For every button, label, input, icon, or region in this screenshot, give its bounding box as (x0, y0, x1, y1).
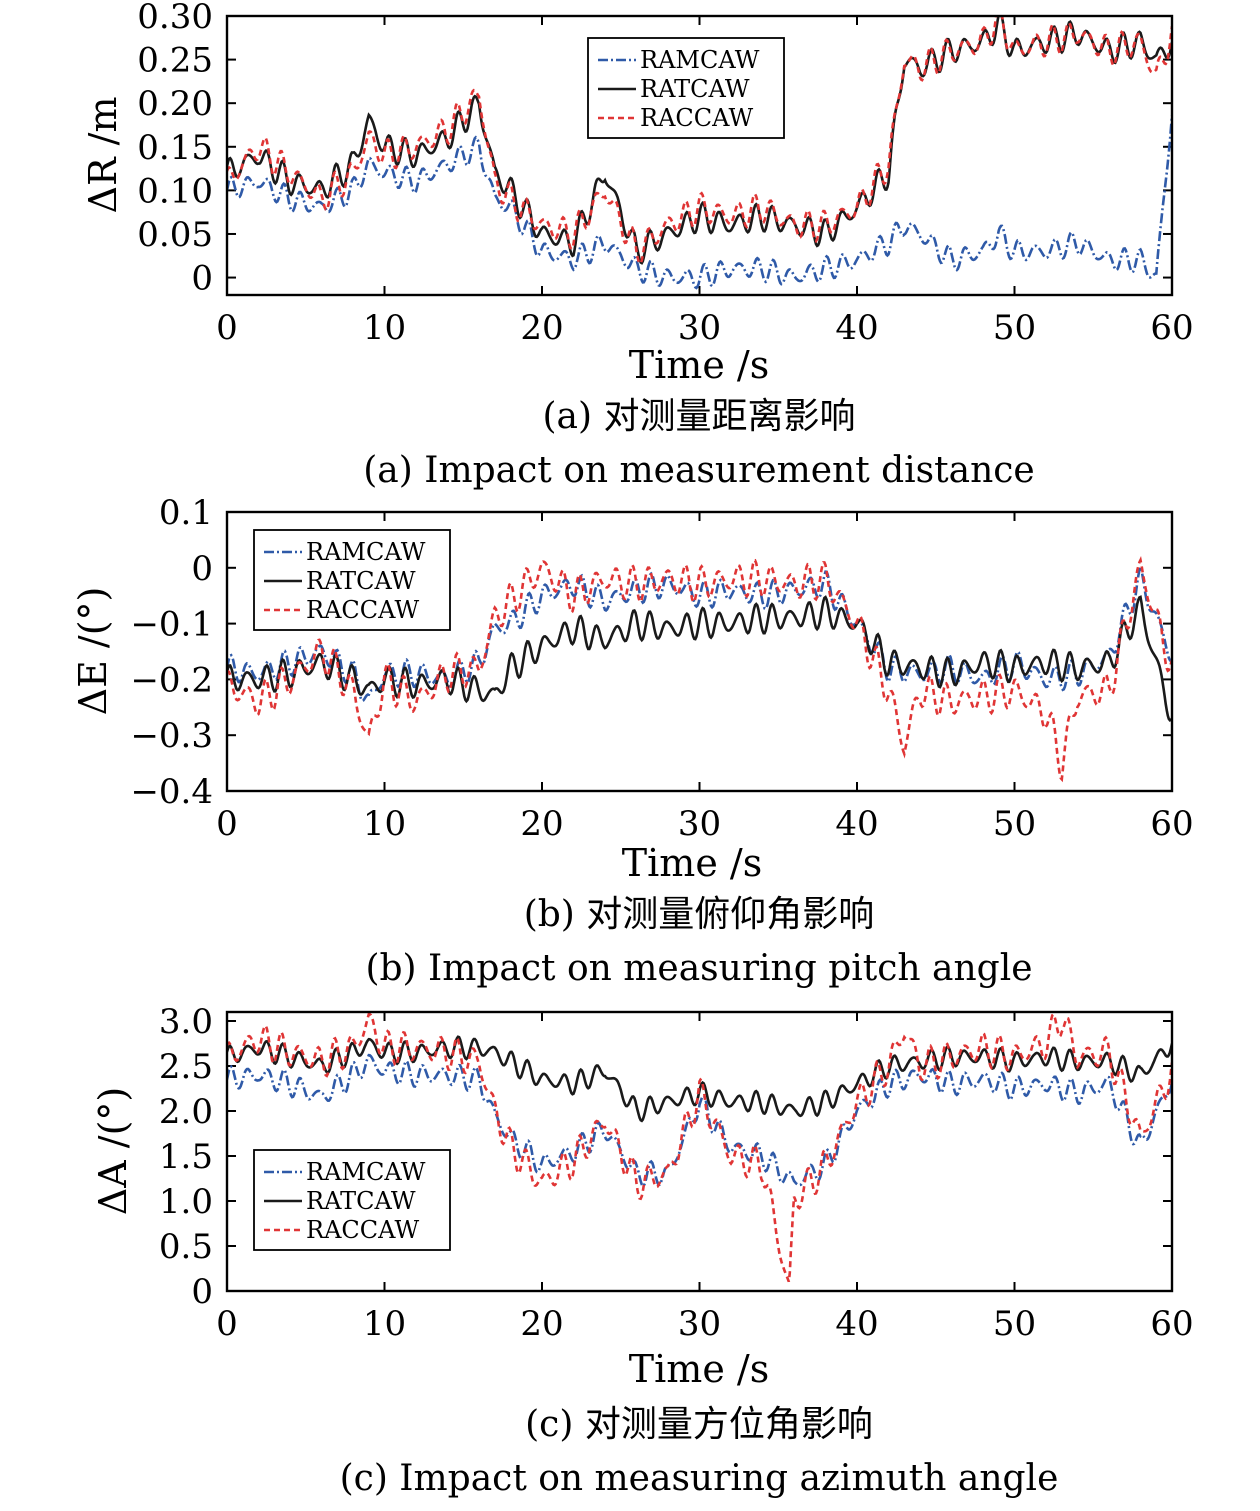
panel-c-series-ramcaw (227, 1053, 1172, 1188)
panel-c-plot-frame (225, 1010, 1174, 1293)
panel-a-legend-label-ratcaw: RATCAW (640, 75, 750, 103)
panel-b-x-tick-label: 10 (363, 804, 406, 844)
panel-b-legend-label-ratcaw: RATCAW (306, 567, 416, 595)
panel-a-series-ramcaw (227, 115, 1172, 290)
panel-c-x-tick-label: 60 (1150, 1304, 1193, 1344)
panel-c-series-raccaw (227, 1012, 1172, 1283)
panel-b-y-tick-label: −0.3 (130, 716, 213, 756)
panel-b-x-axis-title: Time /s (622, 841, 762, 885)
panel-c-legend: RAMCAW RATCAW RACCAW (253, 1149, 451, 1251)
panel-c-x-tick-label: 10 (363, 1304, 406, 1344)
panel-c-x-tick-label: 40 (835, 1304, 878, 1344)
panel-b-y-tick-label: 0 (191, 549, 213, 589)
panel-a-legend-label-raccaw: RACCAW (640, 104, 753, 132)
panel-b-x-tick-label: 50 (993, 804, 1036, 844)
panel-c-y-tick-label: 2.5 (159, 1047, 213, 1087)
panel-c-caption-cn: (c) 对测量方位角影响 (525, 1404, 873, 1445)
panel-a-x-tick-label: 60 (1150, 308, 1193, 348)
panel-b-x-tick-label: 60 (1150, 804, 1193, 844)
panel-a-x-tick-label: 30 (678, 308, 721, 348)
panel-b-x-tick-label: 40 (835, 804, 878, 844)
panel-c-legend-label-raccaw: RACCAW (306, 1216, 419, 1244)
panel-b-y-tick-label: −0.1 (130, 605, 213, 645)
panel-b-y-axis-title: ΔE /(°) (71, 587, 115, 716)
panel-a-legend-label-ramcaw: RAMCAW (640, 46, 760, 74)
panel-c-x-tick-label: 30 (678, 1304, 721, 1344)
panel-a-y-tick-label: 0.10 (137, 171, 213, 211)
panel-c-caption-en: (c) Impact on measuring azimuth angle (340, 1458, 1059, 1499)
panel-b-series-lines (227, 555, 1172, 783)
panel-a-y-tick-label: 0.30 (137, 0, 213, 37)
panel-c-x-axis-title: Time /s (629, 1347, 769, 1391)
panel-c-legend-label-ramcaw: RAMCAW (306, 1158, 426, 1186)
panel-a-y-tick-label: 0.05 (137, 215, 213, 255)
panel-a-x-tick-label: 40 (835, 308, 878, 348)
panel-a-y-tick-label: 0.15 (137, 128, 213, 168)
panel-b-x-tick-label: 30 (678, 804, 721, 844)
panel-b-caption-en: (b) Impact on measuring pitch angle (365, 948, 1032, 989)
panel-b-legend-label-ramcaw: RAMCAW (306, 538, 426, 566)
panel-a-series-raccaw (227, 16, 1172, 265)
panel-a-y-axis-title: ΔR /m (81, 97, 125, 214)
panel-a-x-tick-label: 50 (993, 308, 1036, 348)
panel-a-caption-cn: (a) 对测量距离影响 (543, 396, 856, 437)
panel-b-x-tick-label: 0 (216, 804, 238, 844)
panel-c-y-tick-label: 0.5 (159, 1227, 213, 1267)
panel-a-y-tick-label: 0.25 (137, 41, 213, 81)
panel-a-x-tick-label: 20 (520, 308, 563, 348)
panel-b-series-raccaw (227, 555, 1172, 783)
panel-a-x-axis-title: Time /s (629, 343, 769, 387)
panel-b: 0 10 20 30 40 50 60 −0.4 −0.3 −0.2 −0.1 0 0.1 RAMCAW… (71, 493, 1194, 989)
panel-a-x-tick-label: 10 (363, 308, 406, 348)
panel-b-ticks: 0 10 20 30 40 50 60 −0.4 −0.3 −0.2 −0.1 0 0.1 (130, 493, 1193, 844)
panel-b-legend-label-raccaw: RACCAW (306, 596, 419, 624)
panel-c-y-tick-label: 3.0 (159, 1002, 213, 1042)
panel-c-legend-label-ratcaw: RATCAW (306, 1187, 416, 1215)
panel-c-y-tick-label: 1.5 (159, 1137, 213, 1177)
panel-c-x-tick-label: 0 (216, 1304, 238, 1344)
panel-c-x-tick-label: 50 (993, 1304, 1036, 1344)
panel-b-y-tick-label: −0.4 (130, 772, 213, 812)
panel-b-y-tick-label: 0.1 (159, 493, 213, 533)
panel-a-legend: RAMCAW RATCAW RACCAW (587, 37, 785, 139)
panel-b-y-tick-label: −0.2 (130, 660, 213, 700)
panel-b-caption-cn: (b) 对测量俯仰角影响 (524, 894, 875, 935)
panel-a-caption-en: (a) Impact on measurement distance (363, 450, 1034, 491)
panel-c-x-tick-label: 20 (520, 1304, 563, 1344)
panel-c-y-axis-title: ΔA /(°) (91, 1087, 135, 1215)
panel-a-y-tick-label: 0 (191, 259, 213, 299)
panel-b-plot-frame (225, 510, 1174, 793)
panel-a-series-lines (227, 16, 1172, 290)
panel-a-plot-frame (225, 14, 1174, 297)
panel-c-y-tick-label: 2.0 (159, 1092, 213, 1132)
panel-c-y-tick-label: 1.0 (159, 1182, 213, 1222)
panel-a-x-tick-label: 0 (216, 308, 238, 348)
panel-c-series-lines (227, 1012, 1172, 1283)
panel-c-y-tick-label: 0 (191, 1272, 213, 1312)
panel-a-y-tick-label: 0.20 (137, 84, 213, 124)
panel-b-legend: RAMCAW RATCAW RACCAW (253, 529, 451, 631)
panel-b-x-tick-label: 20 (520, 804, 563, 844)
